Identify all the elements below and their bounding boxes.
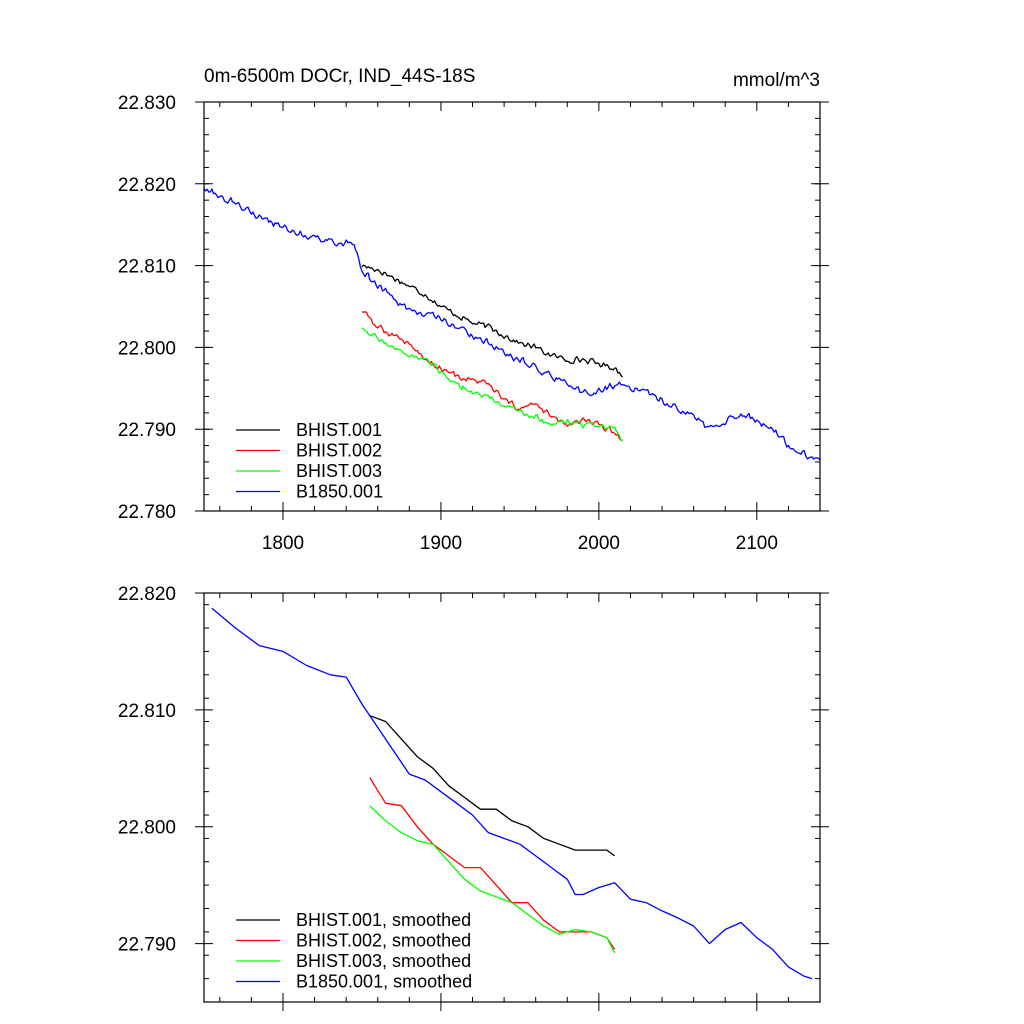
y-tick-label: 22.810 [118, 701, 176, 722]
top-panel: 0m-6500m DOCr, IND_44S-18S mmol/m^3 1800… [118, 66, 829, 554]
legend-label: BHIST.002 [296, 441, 382, 461]
y-tick-label: 22.800 [118, 818, 176, 839]
y-tick-label: 22.790 [118, 420, 176, 441]
top-chart-title: 0m-6500m DOCr, IND_44S-18S [204, 66, 475, 87]
series-line-bhist-002 [369, 777, 616, 950]
legend-label: BHIST.001 [296, 420, 382, 440]
bottom-series-lines [211, 607, 813, 980]
bottom-panel: 22.790 22.800 22.810 22.820 BHIST.001, smoo… [118, 584, 829, 1011]
legend-label: BHIST.003, smoothed [296, 951, 471, 971]
y-tick-label: 22.790 [118, 935, 176, 956]
top-axis-ticks: 1800 1900 2000 2100 22.780 22.790 22.800 22.810… [118, 93, 829, 554]
series-line-bhist-002 [361, 311, 623, 441]
y-tick-label: 22.830 [118, 93, 176, 114]
bottom-axis-ticks: 22.790 22.800 22.810 22.820 [118, 584, 829, 1011]
top-series-lines [203, 188, 821, 461]
legend-label: BHIST.003 [296, 461, 382, 481]
series-line-bhist-003 [369, 805, 616, 954]
series-line-bhist-003 [361, 327, 623, 442]
y-tick-label: 22.820 [118, 175, 176, 196]
bottom-plot-frame [203, 592, 821, 1003]
series-line-b1850-001 [211, 607, 813, 980]
series-line-b1850-001 [203, 188, 821, 461]
legend-label: B1850.001 [296, 482, 383, 502]
y-tick-label: 22.780 [118, 502, 176, 523]
legend-label: B1850.001, smoothed [296, 972, 472, 992]
y-tick-label: 22.820 [118, 584, 176, 605]
top-plot-frame [203, 101, 821, 512]
legend-label: BHIST.002, smoothed [296, 931, 471, 951]
x-tick-label: 1900 [420, 533, 462, 554]
series-line-bhist-001 [361, 264, 624, 378]
x-tick-label: 2000 [578, 533, 620, 554]
legend-label: BHIST.001, smoothed [296, 910, 471, 930]
top-chart-units: mmol/m^3 [733, 70, 820, 91]
x-tick-label: 1800 [262, 533, 304, 554]
x-tick-label: 2100 [736, 533, 778, 554]
y-tick-label: 22.810 [118, 257, 176, 278]
y-tick-label: 22.800 [118, 338, 176, 359]
series-line-bhist-001 [369, 715, 616, 857]
